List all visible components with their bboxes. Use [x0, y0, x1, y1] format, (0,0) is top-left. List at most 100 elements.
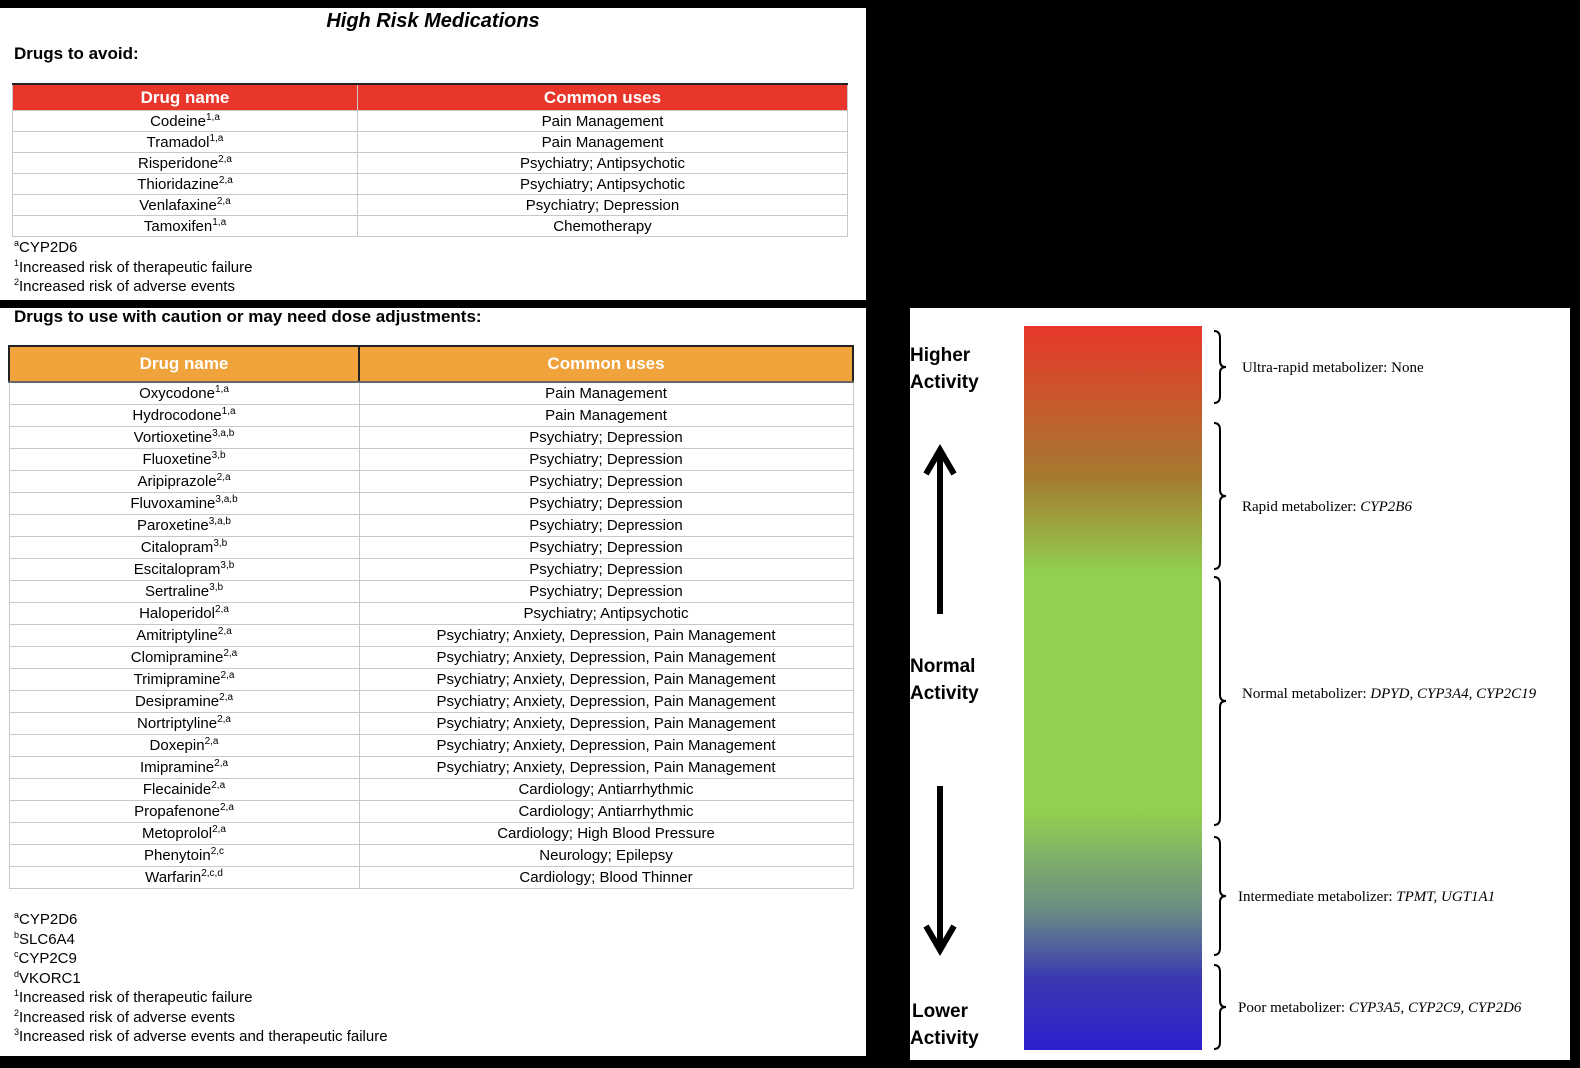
page-title: High Risk Medications — [326, 10, 540, 32]
common-uses-cell: Psychiatry; Anxiety, Depression, Pain Ma… — [358, 668, 854, 691]
drug-footnote-marks: 1,a — [205, 111, 220, 123]
caution-table-body: Oxycodone1,a Pain Management Hydrocodone1,… — [8, 381, 854, 889]
table-row: Escitalopram3,b Psychiatry; Depression — [8, 558, 854, 581]
caution-col-common-uses: Common uses — [358, 345, 854, 383]
common-uses-cell: Chemotherapy — [357, 215, 848, 237]
footnote-text: Increased risk of therapeutic failure — [19, 258, 253, 276]
drug-footnote-marks: 2,a — [214, 758, 229, 769]
arrow-up-icon — [923, 444, 957, 614]
table-row: Thioridazine2,a Psychiatry; Antipsychotic — [12, 173, 848, 195]
drug-footnote-marks: 2,a — [216, 472, 231, 483]
footnote-mark: c — [14, 949, 19, 959]
right-brace-icon — [1213, 576, 1229, 826]
drug-name-cell: Paroxetine3,a,b — [8, 514, 360, 537]
table-row: Fluvoxamine3,a,b Psychiatry; Depression — [8, 492, 854, 515]
footnote: 1Increased risk of therapeutic failure — [14, 258, 252, 278]
metabolizer-type: Poor metabolizer: — [1238, 1000, 1349, 1016]
common-uses-cell: Psychiatry; Antipsychotic — [357, 152, 848, 174]
footnote-text: VKORC1 — [19, 969, 81, 987]
drug-footnote-marks: 3,b — [220, 560, 235, 571]
drug-footnote-marks: 2,a — [211, 780, 226, 791]
drug-name: Venlafaxine — [139, 196, 217, 214]
avoid-col-drug-name: Drug name — [12, 83, 358, 111]
footnote: 2Increased risk of adverse events — [14, 1008, 388, 1028]
drug-name: Amitriptyline — [136, 627, 218, 644]
common-uses-cell: Psychiatry; Depression — [358, 558, 854, 581]
metabolizer-type: Ultra-rapid metabolizer: — [1242, 360, 1392, 376]
drug-name-cell: Warfarin2,c,d — [8, 866, 360, 889]
drug-name: Metoprolol — [142, 825, 213, 842]
drug-name-cell: Trimipramine2,a — [8, 668, 360, 691]
footnote-mark: 2 — [14, 1007, 20, 1018]
drug-name-cell: Oxycodone1,a — [8, 381, 360, 405]
common-uses-cell: Psychiatry; Anxiety, Depression, Pain Ma… — [358, 646, 854, 669]
table-row: Warfarin2,c,d Cardiology; Blood Thinner — [8, 866, 854, 889]
drug-footnote-marks: 2,a — [214, 604, 229, 615]
common-uses-cell: Pain Management — [357, 110, 848, 132]
footnote-mark: b — [14, 929, 20, 940]
footnote-text: CYP2D6 — [19, 911, 78, 928]
avoid-footnotes: aCYP2D6 1Increased risk of therapeutic fa… — [14, 238, 252, 297]
footnote-text: Increased risk of therapeutic failure — [19, 989, 253, 1006]
drug-footnote-marks: 2,c,d — [201, 868, 223, 879]
drug-name: Phenytoin — [143, 847, 211, 864]
footnote: 1Increased risk of therapeutic failure — [14, 988, 388, 1008]
drug-name-cell: Propafenone2,a — [8, 800, 360, 823]
common-uses-cell: Pain Management — [358, 404, 854, 427]
drug-name-cell: Tamoxifen1,a — [12, 215, 358, 237]
common-uses-cell: Neurology; Epilepsy — [358, 844, 854, 867]
metabolizer-label: Intermediate metabolizer: TPMT, UGT1A1 — [1238, 889, 1495, 906]
metabolizer-activity-panel: Higher Activity Normal Activity Lower Ac… — [910, 308, 1570, 1060]
drug-name: Fluvoxamine — [130, 495, 216, 512]
drug-name: Risperidone — [138, 154, 219, 172]
table-row: Propafenone2,a Cardiology; Antiarrhythmic — [8, 800, 854, 823]
table-row: Sertraline3,b Psychiatry; Depression — [8, 580, 854, 603]
table-row: Aripiprazole2,a Psychiatry; Depression — [8, 470, 854, 493]
drug-name-cell: Aripiprazole2,a — [8, 470, 360, 493]
drug-footnote-marks: 3,a,b — [215, 494, 238, 505]
drug-footnote-marks: 2,a — [219, 692, 234, 703]
right-brace-icon — [1213, 964, 1229, 1050]
drug-name: Trimipramine — [133, 671, 221, 688]
common-uses-cell: Cardiology; Blood Thinner — [358, 866, 854, 889]
footnote-mark: 3 — [14, 1027, 20, 1037]
footnote-text: SLC6A4 — [19, 930, 75, 948]
table-row: Vortioxetine3,a,b Psychiatry; Depression — [8, 426, 854, 449]
table-row: Tramadol1,a Pain Management — [12, 131, 848, 153]
drug-name-cell: Clomipramine2,a — [8, 646, 360, 669]
drug-footnote-marks: 2,a — [216, 195, 231, 207]
drug-name-cell: Phenytoin2,c — [8, 844, 360, 867]
footnote-mark: a — [14, 238, 20, 248]
table-row: Doxepin2,a Psychiatry; Anxiety, Depressio… — [8, 734, 854, 757]
metabolizer-genes: None — [1391, 360, 1424, 376]
table-row: Hydrocodone1,a Pain Management — [8, 404, 854, 427]
right-brace-icon — [1213, 422, 1229, 570]
common-uses-cell: Cardiology; Antiarrhythmic — [358, 778, 854, 801]
caution-table: Drug name Common uses Oxycodone1,a Pain M… — [8, 345, 854, 889]
table-row: Trimipramine2,a Psychiatry; Anxiety, Depr… — [8, 668, 854, 691]
metabolizer-genes: CYP3A5, CYP2C9, CYP2D6 — [1348, 1000, 1522, 1016]
avoid-table-body: Codeine1,a Pain Management Tramadol1,a Pain… — [12, 110, 848, 237]
metabolizer-type: Intermediate metabolizer: — [1238, 889, 1397, 905]
drug-name-cell: Thioridazine2,a — [12, 173, 358, 195]
drug-name: Clomipramine — [130, 649, 224, 666]
drug-name: Vortioxetine — [133, 429, 213, 446]
metabolizer-label: Ultra-rapid metabolizer: None — [1242, 360, 1424, 377]
drug-footnote-marks: 1,a — [214, 384, 229, 395]
activity-gradient-bar — [1024, 326, 1202, 1050]
table-row: Venlafaxine2,a Psychiatry; Depression — [12, 194, 848, 216]
drug-name: Tramadol — [146, 133, 210, 151]
common-uses-cell: Psychiatry; Anxiety, Depression, Pain Ma… — [358, 756, 854, 779]
drug-footnote-marks: 2,a — [223, 648, 238, 659]
normal-activity-label: Normal Activity — [910, 656, 979, 704]
footnote: dVKORC1 — [14, 969, 388, 989]
footnote-text: Increased risk of adverse events and the… — [19, 1028, 388, 1045]
caution-heading: Drugs to use with caution or may need do… — [14, 307, 482, 326]
caution-table-header: Drug name Common uses — [8, 345, 854, 383]
drug-name-cell: Hydrocodone1,a — [8, 404, 360, 427]
right-brace-icon — [1213, 330, 1229, 404]
metabolizer-label: Normal metabolizer: DPYD, CYP3A4, CYP2C1… — [1242, 686, 1536, 703]
higher-activity-label: Higher Activity — [910, 345, 979, 393]
drug-name-cell: Tramadol1,a — [12, 131, 358, 153]
metabolizer-label: Poor metabolizer: CYP3A5, CYP2C9, CYP2D6 — [1238, 1000, 1521, 1017]
